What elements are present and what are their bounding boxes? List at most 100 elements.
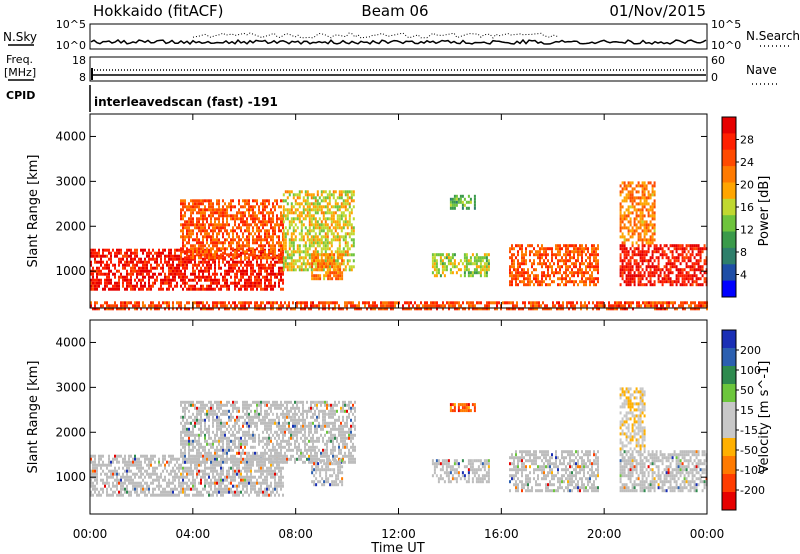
heatmap-cell xyxy=(455,194,458,198)
heatmap-cell xyxy=(693,280,696,284)
heatmap-cell xyxy=(194,260,196,264)
heatmap-cell xyxy=(635,229,638,233)
heatmap-cell xyxy=(100,478,102,482)
heatmap-cell xyxy=(300,214,303,218)
heatmap-cell xyxy=(156,260,158,264)
heatmap-cell xyxy=(300,190,303,194)
heatmap-cell xyxy=(637,196,640,200)
heatmap-cell xyxy=(148,457,150,461)
heatmap-cell xyxy=(140,307,142,311)
heatmap-cell xyxy=(573,256,575,260)
heatmap-cell xyxy=(198,472,200,476)
heatmap-cell xyxy=(461,262,464,266)
heatmap-cell xyxy=(296,259,299,263)
heatmap-cell xyxy=(136,472,138,476)
heatmap-cell xyxy=(150,460,152,464)
heatmap-cell xyxy=(154,251,156,255)
heatmap-cell xyxy=(625,268,628,272)
heatmap-cell xyxy=(380,307,382,311)
heatmap-cell xyxy=(226,211,228,215)
heatmap-cell xyxy=(176,269,178,273)
heatmap-cell xyxy=(322,307,324,311)
heatmap-cell xyxy=(296,217,299,221)
heatmap-cell xyxy=(146,481,148,485)
heatmap-cell xyxy=(222,260,224,264)
heatmap-cell xyxy=(234,266,236,270)
heatmap-cell xyxy=(350,253,353,257)
heatmap-cell xyxy=(316,226,319,230)
heatmap-cell xyxy=(170,457,172,461)
heatmap-cell xyxy=(176,475,178,479)
heatmap-cell xyxy=(319,253,322,257)
heatmap-cell xyxy=(180,301,182,305)
heatmap-cell xyxy=(529,277,531,281)
heatmap-cell xyxy=(210,466,212,470)
heatmap-cell xyxy=(317,277,320,281)
heatmap-cell xyxy=(467,268,470,272)
heatmap-cell xyxy=(248,460,250,464)
heatmap-cell xyxy=(302,196,305,200)
heatmap-cell xyxy=(647,247,650,251)
heatmap-cell xyxy=(202,487,204,491)
heatmap-cell xyxy=(292,220,295,224)
heatmap-cell xyxy=(262,244,264,248)
heatmap-cell xyxy=(236,487,238,491)
heatmap-cell xyxy=(643,190,646,194)
heatmap-cell xyxy=(619,271,622,275)
heatmap-cell xyxy=(198,287,200,291)
heatmap-cell xyxy=(610,304,612,308)
heatmap-cell xyxy=(232,454,234,458)
heatmap-cell xyxy=(116,254,118,258)
heatmap-cell xyxy=(346,250,349,254)
heatmap-cell xyxy=(318,304,320,308)
heatmap-cell xyxy=(629,265,632,269)
heatmap-cell xyxy=(246,256,248,260)
heatmap-cell xyxy=(176,457,178,461)
heatmap-cell xyxy=(453,203,456,207)
heatmap-cell xyxy=(252,226,254,230)
heatmap-cell xyxy=(442,301,444,305)
heatmap-cell xyxy=(108,454,110,458)
heatmap-cell xyxy=(659,274,662,278)
heatmap-cell xyxy=(671,265,674,269)
heatmap-cell xyxy=(530,304,532,308)
heatmap-cell xyxy=(280,278,282,282)
heatmap-cell xyxy=(140,460,142,464)
heatmap-cell xyxy=(558,304,560,308)
heatmap-cell xyxy=(577,283,579,287)
heatmap-cell xyxy=(182,223,184,227)
heatmap-cell xyxy=(120,454,122,458)
heatmap-cell xyxy=(248,256,250,260)
heatmap-cell xyxy=(262,266,264,270)
heatmap-cell xyxy=(635,214,638,218)
heatmap-cell xyxy=(569,280,571,284)
heatmap-cell xyxy=(136,460,138,464)
heatmap-cell xyxy=(691,244,694,248)
heatmap-cell xyxy=(114,284,116,288)
heatmap-cell xyxy=(280,244,282,248)
heatmap-cell xyxy=(627,229,630,233)
heatmap-cell xyxy=(234,484,236,488)
heatmap-cell xyxy=(194,287,196,291)
heatmap-cell xyxy=(333,271,336,275)
heatmap-cell xyxy=(242,247,244,251)
heatmap-cell xyxy=(280,214,282,218)
heatmap-cell xyxy=(559,244,561,248)
heatmap-cell xyxy=(94,460,96,464)
heatmap-cell xyxy=(645,283,648,287)
heatmap-cell xyxy=(228,202,230,206)
heatmap-cell xyxy=(244,481,246,485)
heatmap-cell xyxy=(631,190,634,194)
heatmap-cell xyxy=(92,463,94,467)
heatmap-cell xyxy=(647,208,650,212)
heatmap-cell xyxy=(515,271,517,275)
heatmap-cell xyxy=(312,241,315,245)
heatmap-cell xyxy=(228,490,230,494)
heatmap-cell xyxy=(336,205,339,209)
heatmap-cell xyxy=(647,241,650,245)
heatmap-cell xyxy=(104,263,106,267)
heatmap-cell xyxy=(270,260,272,264)
heatmap-cell xyxy=(128,490,130,494)
heatmap-cell xyxy=(232,241,234,245)
heatmap-cell xyxy=(150,257,152,261)
